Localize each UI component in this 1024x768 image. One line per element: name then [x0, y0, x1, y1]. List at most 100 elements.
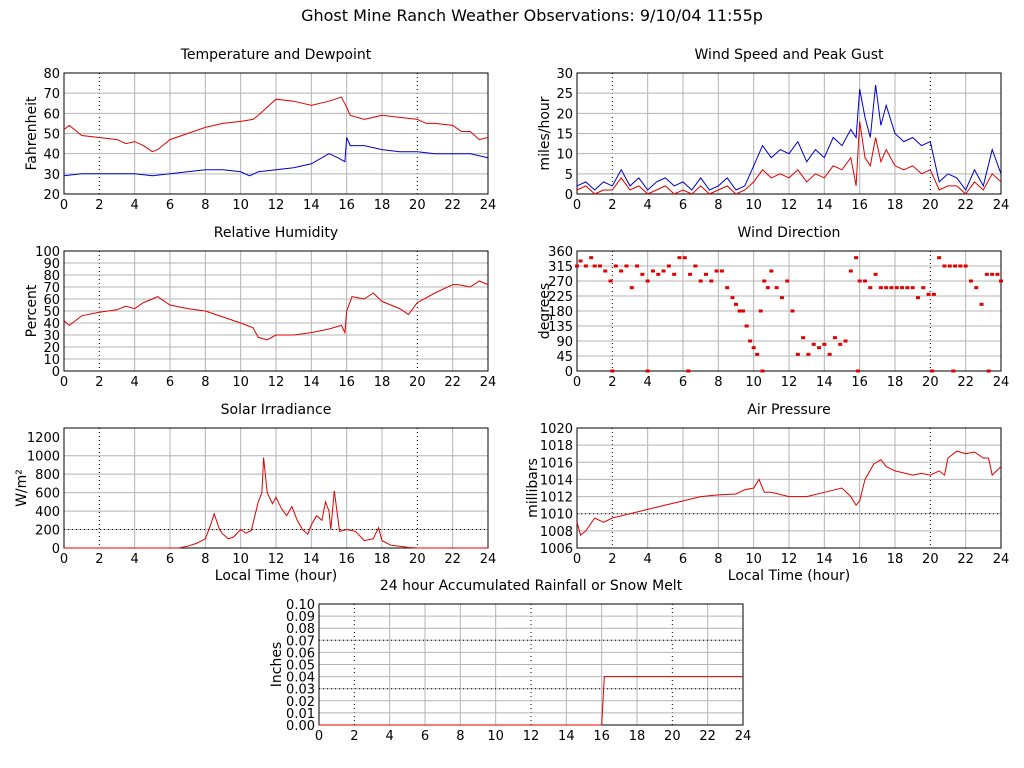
wind-direction-point — [947, 264, 952, 268]
wind-speed-ytick-label: 5 — [565, 168, 573, 183]
solar-xtick-label: 8 — [201, 552, 209, 567]
humidity-xtick-label: 4 — [131, 375, 139, 390]
pressure-ytick-label: 1006 — [540, 542, 573, 557]
wind-direction-point — [951, 369, 956, 373]
wind-speed-xtick-label: 10 — [745, 198, 762, 213]
wind-direction-point — [610, 369, 615, 373]
wind-direction-point — [650, 269, 655, 273]
rainfall-xtick-label: 6 — [421, 729, 429, 744]
wind-direction-ytick-label: 360 — [548, 245, 573, 260]
wind-speed-xtick-label: 16 — [851, 198, 868, 213]
wind-direction-point — [661, 269, 666, 273]
wind-direction-point — [827, 352, 832, 356]
wind-speed-frame — [576, 72, 1002, 195]
wind-direction-point — [915, 296, 920, 300]
temperature-ytick-label: 30 — [43, 168, 60, 183]
temperature-xtick-label: 6 — [166, 198, 174, 213]
wind-direction-point — [619, 269, 624, 273]
wind-direction-point — [790, 309, 795, 313]
wind-speed-xtick-label: 18 — [887, 198, 904, 213]
wind-direction-frame — [576, 250, 1002, 372]
wind-direction-point — [592, 264, 597, 268]
wind-direction-point — [979, 302, 984, 306]
wind-direction-point — [578, 259, 583, 263]
wind-direction-point — [741, 309, 746, 313]
wind-direction-point — [848, 269, 853, 273]
wind-speed-ytick-label: 20 — [556, 107, 573, 122]
temperature-ytick-label: 60 — [43, 107, 60, 122]
solar-xtick-label: 16 — [338, 552, 355, 567]
pressure-xtick-label: 8 — [714, 552, 722, 567]
wind-direction-point — [686, 369, 691, 373]
wind-direction-point — [629, 286, 634, 290]
wind-direction-point — [603, 269, 608, 273]
wind-direction-point — [963, 264, 968, 268]
temperature-xtick-label: 20 — [409, 198, 426, 213]
wind-direction-xtick-label: 0 — [573, 375, 581, 390]
wind-speed-xtick-label: 14 — [816, 198, 833, 213]
humidity-ytick-label: 0 — [52, 365, 60, 380]
wind-direction-point — [645, 279, 650, 283]
temperature-ylabel: Fahrenheit — [24, 96, 40, 171]
humidity-ytick-label: 20 — [43, 341, 60, 356]
rainfall-ytick-label: 0.02 — [286, 695, 315, 710]
wind-direction-point — [889, 286, 894, 290]
temperature-xtick-label: 14 — [303, 198, 320, 213]
wind-direction-point — [748, 339, 753, 343]
wind-speed-ytick-label: 0 — [565, 188, 573, 203]
humidity-xtick-label: 20 — [409, 375, 426, 390]
pressure-xtick-label: 16 — [851, 552, 868, 567]
temperature-xtick-label: 24 — [480, 198, 497, 213]
rainfall-ylabel: Inches — [269, 642, 285, 687]
humidity-xtick-label: 16 — [338, 375, 355, 390]
rainfall-ytick-label: 0.09 — [286, 610, 315, 625]
humidity-xtick-label: 10 — [232, 375, 249, 390]
wind-direction-point — [758, 309, 763, 313]
page-title: Ghost Mine Ranch Weather Observations: 9… — [301, 6, 763, 25]
wind-direction-point — [608, 279, 613, 283]
wind-direction-point — [744, 324, 749, 328]
wind-direction-xtick-label: 18 — [887, 375, 904, 390]
wind-direction-point — [737, 309, 742, 313]
rainfall-xtick-label: 12 — [523, 729, 540, 744]
solar-ytick-label: 1200 — [27, 431, 60, 446]
wind-speed-series-0 — [576, 85, 1002, 191]
wind-direction-point — [613, 264, 618, 268]
wind-speed-xtick-label: 4 — [644, 198, 652, 213]
temperature-xtick-label: 4 — [131, 198, 139, 213]
wind-direction-xtick-label: 2 — [608, 375, 616, 390]
pressure-xtick-label: 0 — [573, 552, 581, 567]
wind-direction-point — [986, 369, 991, 373]
wind-direction-point — [645, 369, 650, 373]
solar-ytick-label: 600 — [35, 487, 60, 502]
solar-ytick-label: 400 — [35, 505, 60, 520]
solar-ylabel: W/m² — [14, 469, 30, 507]
humidity-ytick-label: 30 — [43, 329, 60, 344]
rainfall-ytick-label: 0.00 — [286, 719, 315, 734]
rainfall-title: 24 hour Accumulated Rainfall or Snow Mel… — [380, 578, 683, 594]
humidity-xtick-label: 8 — [201, 375, 209, 390]
wind-direction-point — [937, 256, 942, 260]
wind-direction-point — [795, 352, 800, 356]
pressure-xtick-label: 2 — [608, 552, 616, 567]
pressure-ytick-label: 1020 — [540, 422, 573, 437]
wind-direction-xtick-label: 14 — [816, 375, 833, 390]
wind-direction-xtick-label: 10 — [745, 375, 762, 390]
solar-xtick-label: 18 — [374, 552, 391, 567]
wind-direction-ytick-label: 270 — [548, 275, 573, 290]
humidity-xtick-label: 12 — [268, 375, 285, 390]
humidity-ytick-label: 60 — [43, 293, 60, 308]
humidity-ytick-label: 100 — [35, 245, 60, 260]
rainfall-ytick-label: 0.10 — [286, 598, 315, 613]
wind-direction-ytick-label: 225 — [548, 290, 573, 305]
temperature-xtick-label: 0 — [60, 198, 68, 213]
wind-direction-xtick-label: 22 — [957, 375, 974, 390]
wind-direction-point — [801, 336, 806, 340]
rainfall-ytick-label: 0.05 — [286, 659, 315, 674]
wind-direction-xtick-label: 8 — [714, 375, 722, 390]
temperature-xtick-label: 22 — [444, 198, 461, 213]
wind-direction-point — [693, 264, 698, 268]
solar-xtick-label: 4 — [131, 552, 139, 567]
